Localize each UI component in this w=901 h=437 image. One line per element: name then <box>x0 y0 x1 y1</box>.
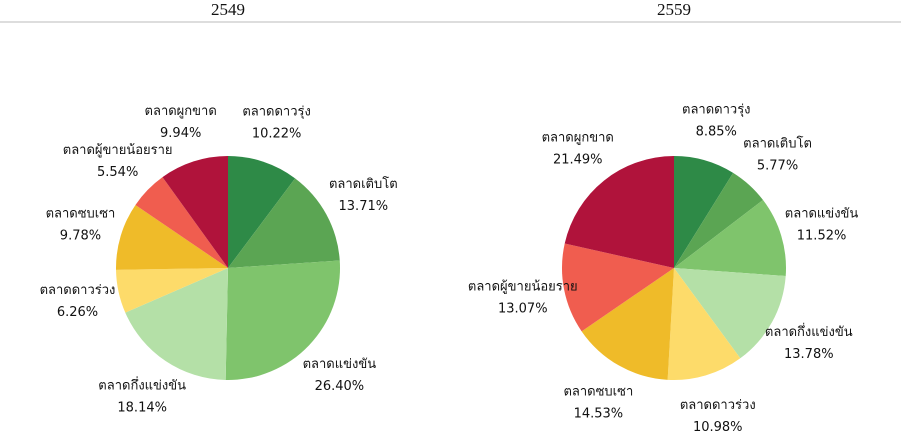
slice-label: ตลาดดาวร่วง <box>40 283 116 298</box>
pie-slice <box>228 156 296 268</box>
slice-label: ตลาดกึ่งแข่งขัน <box>765 323 853 340</box>
pie-slice <box>135 177 228 268</box>
slice-label: ตลาดผู้ขายน้อยราย <box>63 143 173 158</box>
pie-slice <box>674 268 786 359</box>
chart-title: 2559 <box>657 0 691 19</box>
slice-label: ตลาดเติบโต <box>329 176 398 192</box>
pie-slice <box>581 268 674 380</box>
pie-slice <box>667 268 741 380</box>
slice-label: ตลาดแข่งขัน <box>785 206 859 221</box>
slice-label: ตลาดซบเซา <box>46 206 116 221</box>
value-label: 10.98% <box>693 420 743 435</box>
value-label: 11.52% <box>797 228 847 243</box>
slice-label: ตลาดผู้ขายน้อยราย <box>468 280 578 295</box>
value-label: 9.94% <box>160 126 201 141</box>
value-label: 13.71% <box>339 199 389 214</box>
value-label: 10.22% <box>252 126 302 141</box>
pie-slice <box>228 178 340 268</box>
value-label: 14.53% <box>574 407 624 422</box>
chart-title: 2549 <box>211 0 245 19</box>
value-label: 26.40% <box>315 379 365 394</box>
value-label: 13.78% <box>784 347 834 362</box>
slice-label: ตลาดซบเซา <box>563 385 633 400</box>
slice-label: ตลาดผูกขาด <box>145 104 217 119</box>
slice-label: ตลาดดาวรุ่ง <box>242 104 311 119</box>
pie-slice <box>162 156 228 268</box>
pie-slice <box>225 260 340 381</box>
pie-slice <box>674 172 764 268</box>
value-label: 5.54% <box>97 165 138 180</box>
pie-slice <box>564 156 674 268</box>
value-label: 5.77% <box>757 159 798 174</box>
value-label: 8.85% <box>696 124 737 139</box>
slice-label: ตลาดผูกขาด <box>542 130 614 145</box>
value-label: 13.07% <box>498 302 548 317</box>
pie-slice <box>562 243 674 332</box>
slice-label: ตลาดดาวร่วง <box>680 398 756 413</box>
pie-slice <box>116 204 228 270</box>
pie-slice <box>125 268 228 380</box>
pie-slice <box>674 200 786 277</box>
value-label: 18.14% <box>117 400 167 415</box>
pie-slice <box>116 268 228 313</box>
slice-label: ตลาดแข่งขัน <box>303 357 377 372</box>
value-label: 9.78% <box>60 228 101 243</box>
slice-label: ตลาดเติบโต <box>743 136 812 152</box>
pie-slice <box>674 156 734 268</box>
slice-label: ตลาดกึ่งแข่งขัน <box>98 376 186 393</box>
slice-label: ตลาดดาวรุ่ง <box>682 102 751 117</box>
value-label: 21.49% <box>553 152 603 167</box>
value-label: 6.26% <box>57 305 98 320</box>
